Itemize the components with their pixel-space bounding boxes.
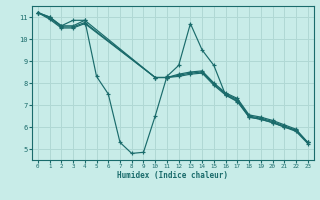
X-axis label: Humidex (Indice chaleur): Humidex (Indice chaleur) [117,171,228,180]
